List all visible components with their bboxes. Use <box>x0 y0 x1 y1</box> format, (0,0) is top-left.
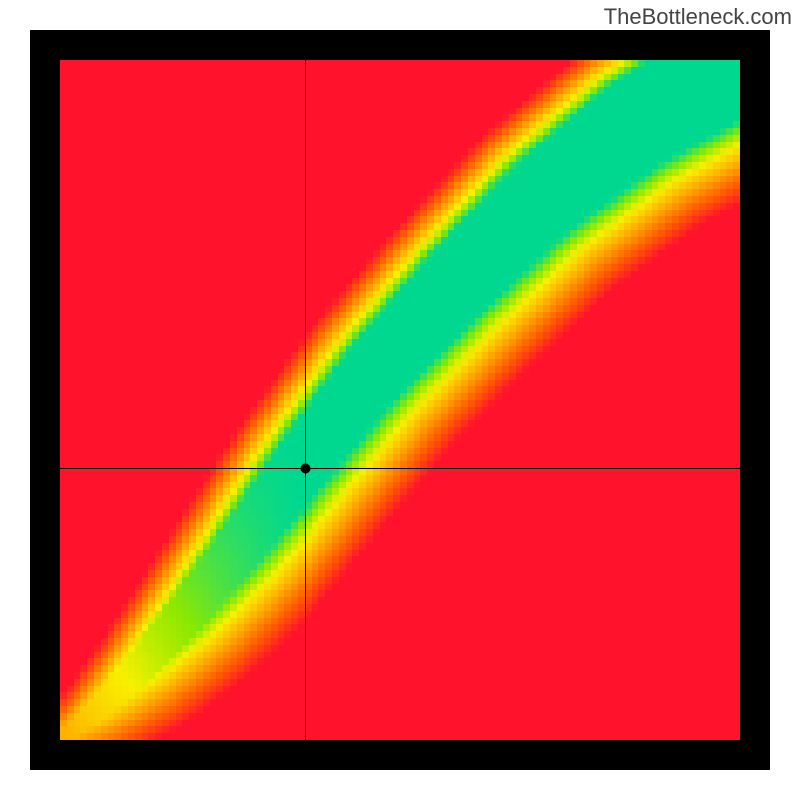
heatmap-canvas <box>60 60 740 740</box>
heatmap-plot <box>60 60 740 740</box>
watermark-text: TheBottleneck.com <box>604 4 792 30</box>
